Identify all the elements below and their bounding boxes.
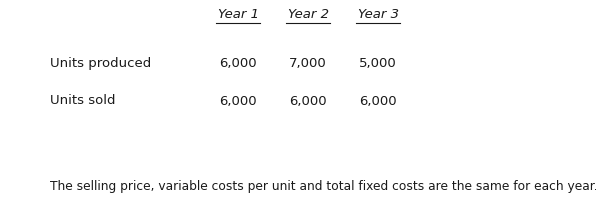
Text: 5,000: 5,000 — [359, 57, 397, 69]
Text: Units sold: Units sold — [50, 95, 116, 107]
Text: 6,000: 6,000 — [219, 57, 257, 69]
Text: Year 1: Year 1 — [218, 8, 259, 21]
Text: 7,000: 7,000 — [289, 57, 327, 69]
Text: 6,000: 6,000 — [359, 95, 397, 107]
Text: Year 3: Year 3 — [358, 8, 399, 21]
Text: Year 2: Year 2 — [287, 8, 328, 21]
Text: Units produced: Units produced — [50, 57, 151, 69]
Text: 6,000: 6,000 — [219, 95, 257, 107]
Text: 6,000: 6,000 — [289, 95, 327, 107]
Text: The selling price, variable costs per unit and total fixed costs are the same fo: The selling price, variable costs per un… — [50, 180, 596, 193]
